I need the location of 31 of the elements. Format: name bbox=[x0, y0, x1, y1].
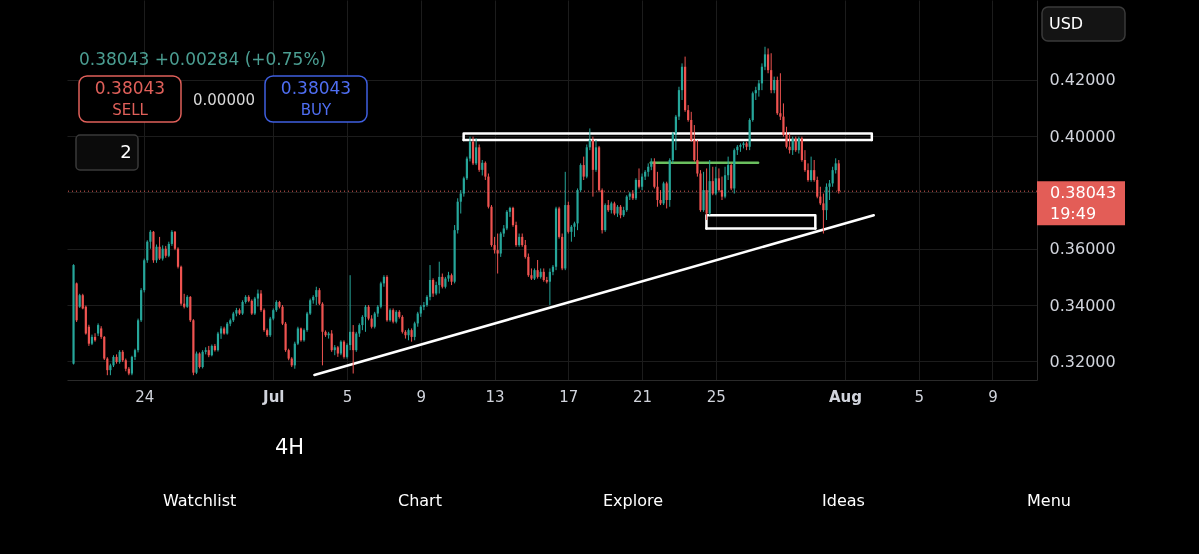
text: Chart bbox=[398, 491, 442, 510]
y-tick-label: 0.40000 bbox=[1049, 126, 1116, 146]
x-tick-label: 9 bbox=[416, 387, 427, 406]
annotation: 2 bbox=[120, 141, 132, 162]
x-tick-label: 13 bbox=[485, 387, 505, 406]
x-tick-label: 21 bbox=[633, 387, 653, 406]
x-tick-label: 24 bbox=[135, 387, 155, 406]
text: Menu bbox=[1027, 491, 1071, 510]
x-tick-label: 5 bbox=[914, 387, 924, 406]
annotation: 0.00000 bbox=[192, 91, 256, 109]
text: Ideas bbox=[822, 491, 865, 510]
x-tick-label: 5 bbox=[342, 387, 353, 406]
y-tick-label: 0.42000 bbox=[1049, 70, 1116, 90]
y-tick-label: 0.32000 bbox=[1049, 351, 1116, 371]
y-tick-label: 0.36000 bbox=[1049, 239, 1116, 259]
x-tick-label: Jul bbox=[262, 387, 285, 406]
annotation: SELL bbox=[112, 101, 149, 119]
x-tick-label: Aug bbox=[828, 387, 862, 406]
text: 4H bbox=[275, 435, 305, 459]
x-tick-label: 9 bbox=[988, 387, 998, 406]
annotation: 0.38043 bbox=[94, 78, 166, 98]
text: Explore bbox=[603, 491, 664, 510]
annotation: 0.38043 bbox=[280, 78, 352, 98]
x-tick-label: 25 bbox=[706, 387, 726, 406]
y-tick-label: 0.34000 bbox=[1049, 295, 1116, 315]
annotation: BUY bbox=[300, 101, 333, 119]
ref-line-label: 0.38043 19:49 bbox=[1050, 183, 1117, 224]
text: USD bbox=[1049, 14, 1084, 33]
annotation: 0.38043 +0.00284 (+0.75%) bbox=[79, 49, 327, 69]
text: Watchlist bbox=[163, 491, 237, 510]
x-tick-label: 17 bbox=[559, 387, 579, 406]
